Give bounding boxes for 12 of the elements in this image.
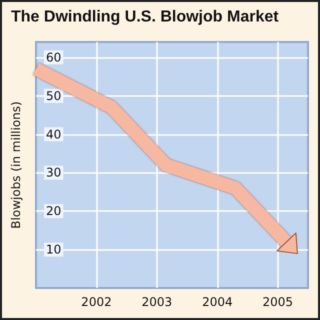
chart-title: The Dwindling U.S. Blowjob Market: [11, 8, 280, 26]
y-axis-title: Blowjobs (in millions): [9, 101, 23, 229]
y-tick-label: 10: [46, 242, 62, 257]
x-tick-label: 2005: [262, 295, 294, 309]
x-tick-label: 2004: [202, 295, 233, 309]
y-tick-label: 60: [46, 50, 62, 64]
y-tick-label: 20: [46, 204, 62, 218]
y-tick-label: 40: [46, 127, 62, 142]
y-tick-label: 30: [46, 166, 62, 180]
x-tick-label: 2002: [81, 295, 112, 309]
y-tick-label: 50: [46, 88, 62, 103]
x-tick-label: 2003: [142, 295, 172, 309]
